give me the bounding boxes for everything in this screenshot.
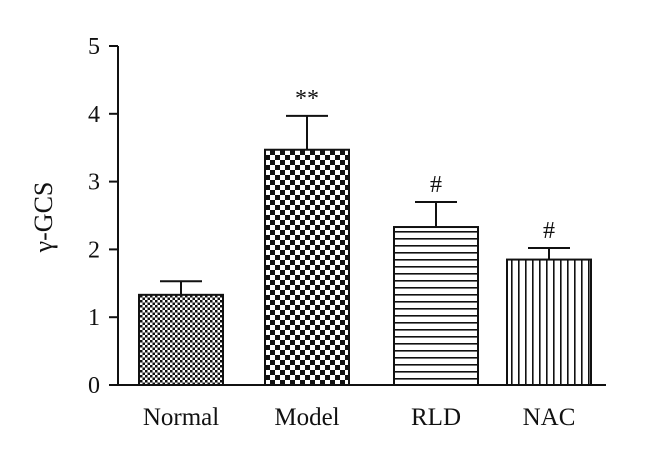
annotation-rld: # [430, 172, 442, 198]
annotation-nac: # [543, 218, 555, 244]
y-tick-label-4: 4 [88, 102, 100, 128]
x-tick-label-model: Model [274, 404, 339, 431]
x-axis: Normal Model RLD NAC [118, 384, 606, 431]
bar-model [264, 148, 350, 386]
bars [138, 148, 592, 387]
significance-annotations: ** # # [295, 86, 555, 244]
x-tick-label-normal: Normal [143, 404, 219, 431]
y-tick-label-3: 3 [88, 170, 100, 196]
bar-nac [506, 258, 592, 387]
y-axis-label: γ-GCS [29, 182, 58, 254]
x-tick-label-rld: RLD [411, 404, 461, 431]
bar-rld [393, 226, 479, 386]
y-tick-label-5: 5 [88, 34, 100, 60]
bar-normal [138, 293, 224, 386]
x-tick-label-nac: NAC [523, 404, 576, 431]
y-tick-label-2: 2 [88, 237, 100, 263]
y-tick-label-1: 1 [88, 305, 100, 331]
annotation-model: ** [295, 86, 319, 112]
y-axis: 0 1 2 3 4 5 [88, 34, 119, 399]
error-bars [160, 114, 570, 295]
y-tick-label-0: 0 [88, 373, 100, 399]
